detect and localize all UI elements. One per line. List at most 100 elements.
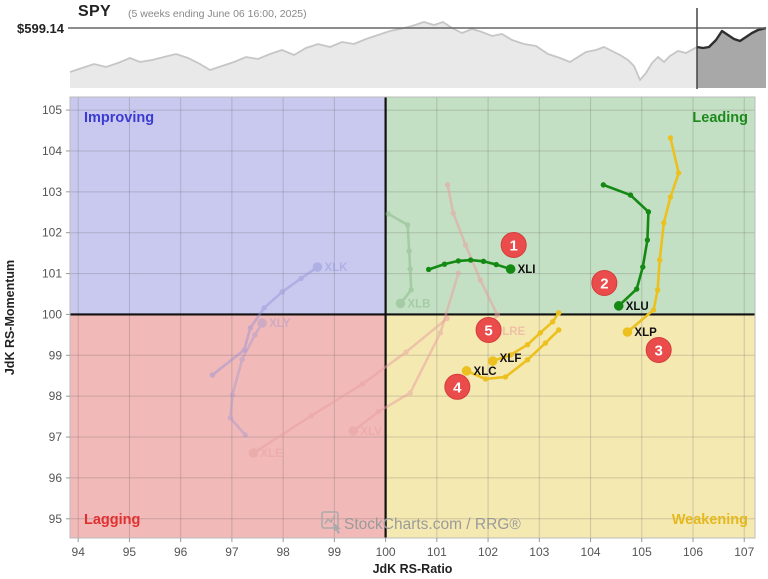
series-XLV: XLV xyxy=(348,270,462,438)
tail-dot-XLE xyxy=(359,381,366,387)
x-tick-label: 104 xyxy=(581,545,601,559)
series-XLI: XLI xyxy=(425,257,536,276)
label-XLY[interactable]: XLY xyxy=(269,318,291,330)
tail-dot-XLV xyxy=(437,330,444,336)
badge-3[interactable]: 3 xyxy=(645,336,672,363)
watermark-text: StockCharts.com / RRG® xyxy=(344,516,521,533)
badge-4[interactable]: 4 xyxy=(444,373,471,400)
marker-XLY[interactable] xyxy=(257,318,267,328)
tail-dot-XLB xyxy=(404,222,411,228)
symbol-title: SPY xyxy=(78,3,111,20)
x-tick-label: 100 xyxy=(376,545,396,559)
marker-XLK[interactable] xyxy=(312,262,323,272)
tail-dot-XLK xyxy=(247,325,254,331)
badge-5[interactable]: 5 xyxy=(475,316,502,343)
tail-dot-XLY xyxy=(252,332,258,338)
tail-dot-XLU xyxy=(645,209,652,215)
y-tick-label: 104 xyxy=(42,144,62,158)
marker-XLC[interactable] xyxy=(461,366,472,376)
tail-XLC xyxy=(465,328,561,381)
tail-XLP xyxy=(626,136,680,334)
series-XLU: XLU xyxy=(600,182,652,313)
tail-dot-XLRE xyxy=(477,277,484,283)
tail-dot-XLU xyxy=(600,182,607,188)
marker-XLU[interactable] xyxy=(613,301,624,311)
tail-dot-XLI xyxy=(467,257,474,263)
series-XLP: XLP xyxy=(622,135,682,339)
badge-circle[interactable] xyxy=(645,336,672,363)
badge-number: 1 xyxy=(510,237,518,254)
quadrant-weakening xyxy=(385,314,755,538)
label-XLI[interactable]: XLI xyxy=(518,264,536,276)
tail-dot-XLF xyxy=(556,310,562,316)
x-axis-title: JdK RS-Ratio xyxy=(373,562,453,576)
tail-dot-XLI xyxy=(493,261,499,268)
label-XLP[interactable]: XLP xyxy=(634,327,657,339)
x-tick-label: 101 xyxy=(427,545,447,559)
badge-2[interactable]: 2 xyxy=(591,269,618,296)
tail-dot-XLY xyxy=(227,415,234,421)
tail-dot-XLP xyxy=(667,135,674,141)
marker-XLE[interactable] xyxy=(248,448,259,458)
badge-circle[interactable] xyxy=(444,373,471,400)
tail-dot-XLK xyxy=(241,347,247,353)
x-tick-label: 99 xyxy=(328,545,342,559)
tail-dot-XLRE xyxy=(450,210,456,216)
tail-dot-XLF xyxy=(507,352,514,358)
tail-dot-XLV xyxy=(407,390,413,396)
badge-circle[interactable] xyxy=(500,231,527,258)
tail-dot-XLE xyxy=(308,413,315,419)
quadrant-label-improving: Improving xyxy=(84,110,154,126)
marker-XLV[interactable] xyxy=(348,426,359,436)
tail-dot-XLY xyxy=(242,432,248,438)
label-XLF[interactable]: XLF xyxy=(500,353,522,365)
badge-1[interactable]: 1 xyxy=(500,231,527,258)
x-tick-label: 105 xyxy=(632,545,652,559)
label-XLE[interactable]: XLE xyxy=(260,448,283,460)
label-XLK[interactable]: XLK xyxy=(324,262,348,274)
tail-dot-XLB xyxy=(407,266,413,272)
price-axis-label: $599.14 xyxy=(17,21,64,36)
quadrant-label-lagging: Lagging xyxy=(84,512,140,528)
marker-XLP[interactable] xyxy=(622,327,633,337)
plot-border xyxy=(69,96,756,539)
x-tick-label: 96 xyxy=(174,545,188,559)
marker-XLB[interactable] xyxy=(395,298,406,309)
y-tick-label: 101 xyxy=(42,267,62,281)
tail-dot-XLC xyxy=(556,327,562,333)
tail-dot-XLI xyxy=(441,261,448,267)
quadrant-improving xyxy=(70,97,386,315)
tail-dot-XLC xyxy=(482,376,489,382)
label-XLB[interactable]: XLB xyxy=(407,298,430,310)
label-XLV[interactable]: XLV xyxy=(360,426,382,438)
badge-circle[interactable] xyxy=(475,316,502,343)
quadrant-leading xyxy=(385,97,755,315)
tail-dot-XLY xyxy=(229,392,236,398)
watermark: StockCharts.com / RRG® xyxy=(321,511,521,534)
x-tick-label: 97 xyxy=(225,545,239,559)
label-XLRE[interactable]: XLRE xyxy=(495,326,526,338)
tail-XLK xyxy=(211,265,319,377)
tail-dot-XLU xyxy=(627,192,634,198)
label-XLU[interactable]: XLU xyxy=(626,301,649,313)
marker-XLI[interactable] xyxy=(505,264,516,274)
tail-XLB xyxy=(386,212,413,305)
label-XLC[interactable]: XLC xyxy=(474,366,497,378)
badge-circle[interactable] xyxy=(591,269,618,296)
tail-dot-XLP xyxy=(657,257,663,263)
tail-dot-XLB xyxy=(408,287,414,293)
x-tick-label: 106 xyxy=(683,545,703,559)
marker-XLF[interactable] xyxy=(487,356,498,366)
tail-dot-XLV xyxy=(375,409,382,415)
tail-dot-XLU xyxy=(644,237,651,243)
series-XLF: XLF xyxy=(487,310,562,366)
x-tick-label: 95 xyxy=(123,545,137,559)
y-tick-label: 100 xyxy=(42,307,62,321)
tail-dot-XLB xyxy=(385,211,391,217)
quadrant-label-leading: Leading xyxy=(692,110,748,126)
tail-dot-XLU xyxy=(633,286,640,292)
tail-dot-XLF xyxy=(524,341,531,348)
tail-dot-XLI xyxy=(480,258,487,265)
x-tick-label: 98 xyxy=(276,545,290,559)
